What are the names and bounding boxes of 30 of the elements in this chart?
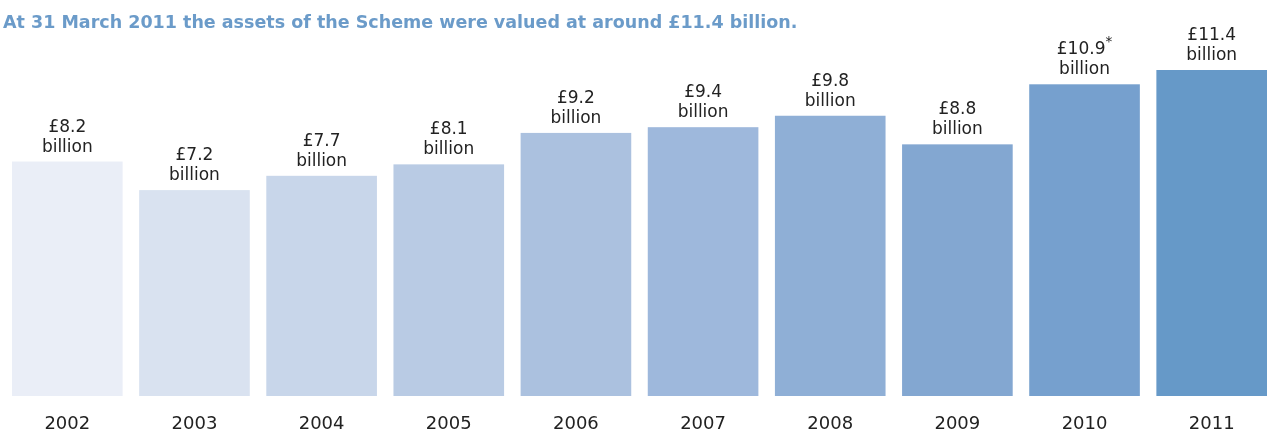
bar — [520, 132, 632, 396]
bar — [266, 175, 377, 396]
data-label: £10.9$^{*}$ billion — [1056, 33, 1113, 79]
x-tick-label: 2003 — [171, 412, 218, 431]
data-label: £8.1 billion — [423, 118, 475, 159]
data-label: £8.2 billion — [41, 115, 93, 156]
data-label: £8.8 billion — [931, 98, 983, 139]
chart-title: At 31 March 2011 the assets of the Scheme were valued at around £11.4 billion. — [3, 12, 798, 32]
bar — [139, 190, 250, 396]
bar — [774, 115, 886, 396]
data-label: £11.4 billion — [1186, 24, 1238, 64]
bar — [1029, 84, 1140, 396]
bar — [902, 144, 1013, 396]
data-label: £9.2 billion — [550, 86, 602, 127]
bar — [393, 164, 505, 396]
x-tick-label: 2006 — [553, 412, 599, 431]
x-tick-label: 2007 — [680, 412, 726, 431]
x-tick-label: 2004 — [298, 412, 345, 431]
data-label: £7.2 billion — [169, 144, 220, 185]
x-tick-label: 2010 — [1061, 412, 1108, 431]
x-tick-label: 2008 — [807, 412, 854, 431]
x-tick-label: 2009 — [934, 412, 981, 431]
data-label: £9.8 billion — [804, 69, 856, 110]
data-label: £7.7 billion — [296, 129, 348, 170]
x-tick-label: 2005 — [425, 412, 472, 431]
data-label: £9.4 billion — [677, 81, 729, 122]
x-tick-label: 2002 — [44, 412, 91, 431]
bar — [1156, 70, 1267, 396]
x-tick-label: 2011 — [1188, 412, 1235, 431]
bar — [647, 127, 759, 396]
